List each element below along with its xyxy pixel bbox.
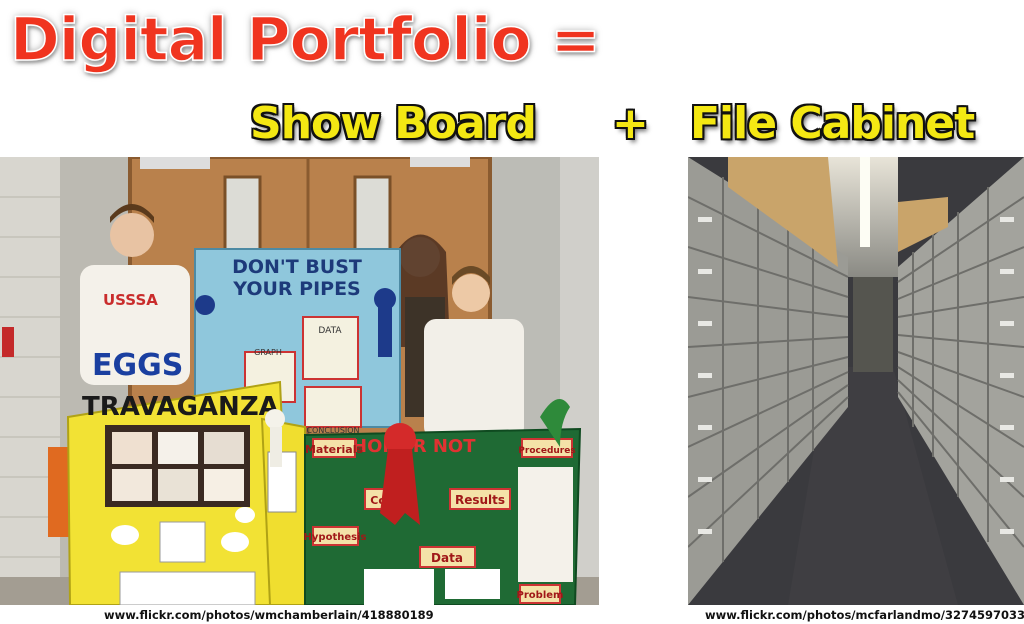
top-sign-line1: DON'T BUST bbox=[232, 256, 362, 278]
board-data-label: DATA bbox=[318, 326, 342, 336]
file-cabinet-photo-illustration bbox=[688, 157, 1024, 605]
results-label: Results bbox=[455, 493, 505, 507]
file-cabinet-photo bbox=[688, 157, 1024, 605]
title-main: Digital Portfolio = bbox=[9, 4, 601, 76]
show-board-photo: USSSA DON'T BUST YOUR PIPES DATA GRAPH C… bbox=[0, 157, 599, 605]
hypothesis-label: Hypothesis bbox=[304, 532, 367, 543]
caption-right-link[interactable]: www.flickr.com/photos/mcfarlandmo/327459… bbox=[705, 608, 1024, 622]
data-label: Data bbox=[431, 551, 463, 565]
board-graph-label: GRAPH bbox=[254, 348, 282, 357]
title-show-board: Show Board bbox=[250, 98, 537, 149]
caption-left-link[interactable]: www.flickr.com/photos/wmchamberlain/4188… bbox=[104, 608, 434, 622]
board-conclusion-label: CONCLUSION bbox=[306, 426, 359, 435]
procedures-label: Procedures bbox=[518, 446, 575, 456]
eggs-title-line2: TRAVAGANZA bbox=[82, 392, 279, 422]
title-plus: + bbox=[612, 98, 649, 149]
shirt-text: USSSA bbox=[103, 291, 158, 309]
top-sign-line2: YOUR PIPES bbox=[232, 278, 361, 300]
title-file-cabinet: File Cabinet bbox=[690, 98, 975, 149]
problem-label: Problem bbox=[517, 590, 564, 601]
show-board-photo-illustration: USSSA DON'T BUST YOUR PIPES DATA GRAPH C… bbox=[0, 157, 599, 605]
materials-label: Materials bbox=[305, 443, 363, 456]
eggs-title-line1: EGGS bbox=[92, 348, 183, 383]
